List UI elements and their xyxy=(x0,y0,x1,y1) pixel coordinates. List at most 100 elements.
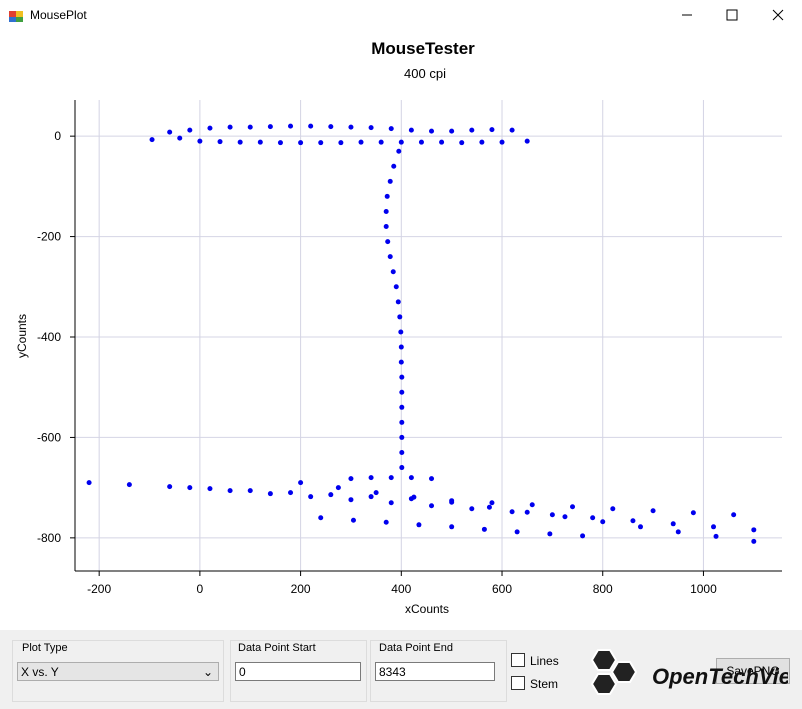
point xyxy=(237,139,243,145)
point xyxy=(227,488,233,494)
point xyxy=(348,497,354,503)
point xyxy=(391,163,397,169)
point xyxy=(384,193,390,199)
point xyxy=(288,123,294,129)
save-button[interactable]: SavePNG xyxy=(716,658,790,684)
point xyxy=(187,485,193,491)
point xyxy=(459,140,465,146)
point xyxy=(328,492,334,498)
point xyxy=(549,512,555,518)
point xyxy=(408,127,414,133)
point xyxy=(524,138,530,144)
point xyxy=(418,139,424,145)
point xyxy=(411,494,417,500)
point xyxy=(247,488,253,494)
start-group xyxy=(230,640,367,702)
point xyxy=(514,529,520,535)
x-tick-label: -200 xyxy=(87,582,111,596)
point xyxy=(308,123,314,129)
point xyxy=(387,254,393,260)
point xyxy=(393,284,399,290)
point xyxy=(610,506,616,512)
point xyxy=(751,527,757,533)
point xyxy=(348,476,354,482)
point xyxy=(207,125,213,131)
point xyxy=(449,128,455,134)
point xyxy=(524,509,530,515)
point xyxy=(383,208,389,214)
point xyxy=(399,374,405,380)
point xyxy=(126,482,132,488)
point xyxy=(167,484,173,490)
point xyxy=(368,475,374,481)
point xyxy=(308,494,314,500)
point xyxy=(751,538,757,544)
point xyxy=(187,127,193,133)
point xyxy=(395,299,401,305)
maximize[interactable] xyxy=(726,9,738,21)
end-input[interactable]: 8343 xyxy=(375,662,495,681)
point xyxy=(217,139,223,145)
point xyxy=(600,519,606,525)
point xyxy=(368,125,374,131)
x-tick-label: 1000 xyxy=(690,582,717,596)
close[interactable] xyxy=(772,9,784,21)
point xyxy=(167,129,173,135)
point xyxy=(267,124,273,130)
plot-type-value: X vs. Y xyxy=(21,665,59,679)
x-tick-label: 600 xyxy=(492,582,512,596)
point xyxy=(713,533,719,539)
point xyxy=(277,140,283,146)
point xyxy=(298,480,304,486)
end-label: Data Point End xyxy=(379,642,453,654)
x-tick-label: 200 xyxy=(291,582,311,596)
control-panel: Plot Type X vs. Y ⌄ Data Point Start 0 Da… xyxy=(0,630,802,709)
point xyxy=(318,140,324,146)
point xyxy=(335,485,341,491)
point xyxy=(298,140,304,146)
x-tick-label: 400 xyxy=(391,582,411,596)
point xyxy=(197,138,203,144)
point xyxy=(670,521,676,527)
start-input[interactable]: 0 xyxy=(235,662,361,681)
y-tick-label: -400 xyxy=(37,330,61,344)
plot-type-combo[interactable]: X vs. Y ⌄ xyxy=(17,662,219,681)
point xyxy=(390,269,396,275)
point xyxy=(499,139,505,145)
x-axis-label: xCounts xyxy=(405,602,449,616)
point xyxy=(449,524,455,530)
chart: MouseTester 400 cpi xCounts yCounts -200… xyxy=(15,39,782,616)
end-group xyxy=(370,640,507,702)
point xyxy=(399,389,405,395)
point xyxy=(247,124,253,130)
point xyxy=(398,344,404,350)
point xyxy=(399,419,405,425)
save-button-label: SavePNG xyxy=(726,664,780,678)
point xyxy=(398,329,404,335)
stem-checkbox[interactable] xyxy=(511,676,525,690)
point xyxy=(637,524,643,530)
point xyxy=(469,127,475,133)
y-tick-label: -600 xyxy=(37,430,61,444)
point xyxy=(348,124,354,130)
y-tick-label: -800 xyxy=(37,531,61,545)
y-tick-label: -200 xyxy=(37,230,61,244)
point xyxy=(338,140,344,146)
point xyxy=(388,126,394,132)
point xyxy=(590,515,596,521)
dropdown-arrow: ⌄ xyxy=(202,665,213,679)
point xyxy=(368,494,374,500)
window-buttons[interactable] xyxy=(662,0,802,30)
start-value: 0 xyxy=(239,665,246,679)
window-title: MousePlot xyxy=(30,8,87,22)
lines-label: Lines xyxy=(530,654,559,668)
point xyxy=(690,510,696,516)
point xyxy=(328,124,334,130)
point xyxy=(399,404,405,410)
point xyxy=(288,490,294,496)
point xyxy=(350,517,356,523)
start-label: Data Point Start xyxy=(238,642,316,654)
point xyxy=(675,529,681,535)
plot-type-label: Plot Type xyxy=(22,642,68,654)
lines-checkbox[interactable] xyxy=(511,653,525,667)
